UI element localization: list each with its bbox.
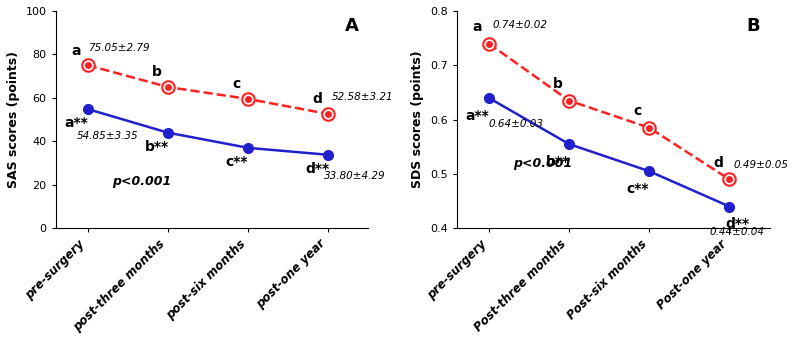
Text: b**: b** xyxy=(546,155,570,169)
Text: c: c xyxy=(233,77,241,91)
Text: a: a xyxy=(72,44,81,58)
Text: 33.80±4.29: 33.80±4.29 xyxy=(324,171,386,181)
Text: p<0.001: p<0.001 xyxy=(112,175,171,188)
Y-axis label: SDS scores (points): SDS scores (points) xyxy=(411,51,424,189)
Text: d: d xyxy=(312,92,322,106)
Text: d**: d** xyxy=(725,217,749,232)
Text: b**: b** xyxy=(145,140,169,154)
Text: c**: c** xyxy=(626,182,650,196)
Text: 0.64±0.03: 0.64±0.03 xyxy=(489,119,544,129)
Text: p<0.001: p<0.001 xyxy=(513,158,572,170)
Text: a: a xyxy=(473,20,483,34)
Text: d: d xyxy=(714,155,723,169)
Text: B: B xyxy=(746,17,760,35)
Text: 75.05±2.79: 75.05±2.79 xyxy=(88,43,149,53)
Y-axis label: SAS scores (points): SAS scores (points) xyxy=(7,51,20,188)
Text: 52.58±3.21: 52.58±3.21 xyxy=(332,92,394,102)
Text: a**: a** xyxy=(466,109,490,123)
Text: d**: d** xyxy=(305,162,329,176)
Text: 0.74±0.02: 0.74±0.02 xyxy=(493,20,548,30)
Text: a**: a** xyxy=(65,116,88,130)
Text: 54.85±3.35: 54.85±3.35 xyxy=(77,131,138,141)
Text: b: b xyxy=(553,77,562,91)
Text: 0.44±0.04: 0.44±0.04 xyxy=(710,227,765,237)
Text: 0.49±0.05: 0.49±0.05 xyxy=(733,160,789,169)
Text: c: c xyxy=(634,104,642,118)
Text: A: A xyxy=(345,17,359,35)
Text: c**: c** xyxy=(225,155,248,169)
Text: b: b xyxy=(152,65,161,79)
